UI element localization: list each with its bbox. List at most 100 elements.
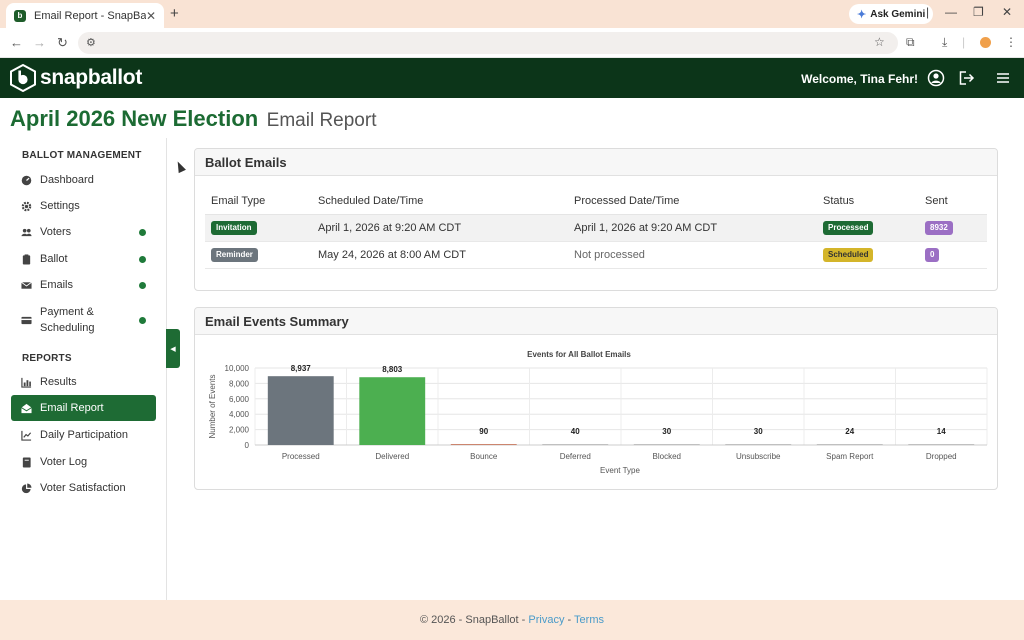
y-axis-label: Number of Events xyxy=(208,374,217,438)
new-tab-icon[interactable]: + xyxy=(170,5,179,22)
bar-bounce xyxy=(450,444,517,445)
close-tab-icon[interactable]: ✕ xyxy=(145,8,156,23)
privacy-link[interactable]: Privacy xyxy=(528,614,565,626)
bar-deferred xyxy=(542,444,609,445)
data-label: 8,803 xyxy=(382,365,403,374)
bookmark-star-icon[interactable]: ☆ xyxy=(874,35,885,49)
envelope-open-icon xyxy=(21,403,32,413)
profile-avatar-icon[interactable] xyxy=(980,37,991,48)
data-label: 14 xyxy=(937,427,946,436)
y-tick-label: 0 xyxy=(245,441,250,450)
sidebar: BALLOT MANAGEMENT Dashboard Settings Vot… xyxy=(0,138,167,600)
sidebar-item-email-report[interactable]: Email Report xyxy=(11,395,156,421)
sidebar-item-ballot[interactable]: Ballot xyxy=(11,249,156,269)
reload-icon[interactable]: ↻ xyxy=(57,35,68,50)
x-tick-label: Delivered xyxy=(375,452,409,461)
footer-separator: - xyxy=(567,614,572,626)
sidebar-item-voter-satisfaction[interactable]: Voter Satisfaction xyxy=(11,478,156,498)
line-chart-icon xyxy=(21,430,32,441)
caret-left-icon: ◀ xyxy=(170,345,176,353)
browser-address-bar: ← → ↻ ⚙ ☆ ⧉ ⤓ | ⋮ xyxy=(0,28,1024,58)
chart-title: Events for All Ballot Emails xyxy=(527,350,631,359)
minimize-window-icon[interactable]: — xyxy=(945,5,957,19)
download-icon[interactable]: ⤓ xyxy=(942,35,948,49)
ballot-emails-card: Ballot Emails Email Type Scheduled Date/… xyxy=(194,148,998,291)
ask-gemini-button[interactable]: ✦ Ask Gemini xyxy=(849,4,934,24)
window-separator-icon: | xyxy=(926,5,930,19)
ballot-status-dot xyxy=(139,255,146,263)
hamburger-menu-icon[interactable] xyxy=(994,69,1012,87)
sidebar-item-payment-scheduling[interactable]: Payment & Scheduling xyxy=(11,303,156,337)
footer: © 2026 - SnapBallot - Privacy - Terms xyxy=(0,600,1024,640)
y-tick-label: 8,000 xyxy=(229,379,250,388)
report-name: Email Report xyxy=(266,110,377,131)
sidebar-item-emails[interactable]: Emails xyxy=(11,275,156,295)
footer-copyright: © 2026 - SnapBallot - xyxy=(419,614,526,626)
x-tick-label: Blocked xyxy=(653,452,681,461)
sidebar-item-daily-participation[interactable]: Daily Participation xyxy=(11,425,156,445)
pie-chart-icon xyxy=(21,482,32,493)
bar-unsubscribe xyxy=(725,444,792,445)
column-header-status: Status xyxy=(817,189,919,215)
x-axis-label: Event Type xyxy=(600,466,640,475)
app-header: snapballot Welcome, Tina Fehr! xyxy=(0,58,1024,98)
page-title: April 2026 New Election Email Report xyxy=(10,106,376,132)
browser-tab[interactable]: b Email Report - SnapBallot ✕ xyxy=(6,3,164,28)
x-tick-label: Spam Report xyxy=(826,452,874,461)
sidebar-item-label: Payment & xyxy=(40,306,94,318)
sidebar-item-label: Settings xyxy=(40,200,80,212)
sidebar-item-dashboard[interactable]: Dashboard xyxy=(11,170,156,190)
restore-window-icon[interactable]: ❐ xyxy=(973,5,984,19)
sidebar-item-label: Email Report xyxy=(40,402,104,414)
extensions-icon[interactable]: ⧉ xyxy=(906,35,915,49)
column-header-scheduled: Scheduled Date/Time xyxy=(312,189,568,215)
processed-datetime: April 1, 2026 at 9:20 AM CDT xyxy=(568,214,817,242)
sent-count-badge: 0 xyxy=(925,247,940,262)
forward-arrow-icon[interactable]: → xyxy=(33,35,46,50)
sidebar-item-settings[interactable]: Settings xyxy=(11,196,156,216)
ask-gemini-label: Ask Gemini xyxy=(870,8,926,20)
bar-processed xyxy=(267,376,334,445)
email-type-badge: Reminder xyxy=(211,247,258,262)
table-row[interactable]: Reminder May 24, 2026 at 8:00 AM CDT Not… xyxy=(205,241,987,269)
book-icon xyxy=(22,456,31,468)
email-events-summary-title: Email Events Summary xyxy=(195,308,997,335)
sidebar-item-voter-log[interactable]: Voter Log xyxy=(11,452,156,472)
back-arrow-icon[interactable]: ← xyxy=(10,35,23,50)
dashboard-icon xyxy=(21,175,32,185)
table-row[interactable]: Invitation April 1, 2026 at 9:20 AM CDT … xyxy=(205,214,987,242)
sidebar-item-results[interactable]: Results xyxy=(11,372,156,392)
brand-name: snapballot xyxy=(40,66,143,89)
mouse-cursor-icon xyxy=(174,159,186,174)
terms-link[interactable]: Terms xyxy=(574,614,604,626)
x-tick-label: Unsubscribe xyxy=(736,452,781,461)
logout-icon[interactable] xyxy=(957,69,975,87)
user-profile-icon[interactable] xyxy=(927,69,945,87)
y-tick-label: 4,000 xyxy=(229,410,250,419)
gemini-sparkle-icon: ✦ xyxy=(857,8,867,21)
scheduled-datetime: April 1, 2026 at 9:20 AM CDT xyxy=(312,214,568,242)
x-tick-label: Deferred xyxy=(560,452,591,461)
y-tick-label: 10,000 xyxy=(225,364,250,373)
y-tick-label: 6,000 xyxy=(229,395,250,404)
browser-tab-title: Email Report - SnapBallot xyxy=(34,9,146,22)
status-badge: Scheduled xyxy=(823,247,874,262)
bar-chart-icon xyxy=(21,377,32,388)
sidebar-item-label: Emails xyxy=(40,279,74,291)
scheduled-datetime: May 24, 2026 at 8:00 AM CDT xyxy=(312,241,568,269)
site-settings-icon[interactable]: ⚙ xyxy=(86,37,96,49)
snapballot-logo[interactable]: snapballot xyxy=(10,64,142,92)
emails-status-dot xyxy=(139,281,146,289)
browser-menu-icon[interactable]: ⋮ xyxy=(1005,35,1017,49)
sidebar-item-label-wrap: Payment & Scheduling xyxy=(40,304,94,336)
snapballot-logo-icon xyxy=(10,64,36,92)
sidebar-item-label: Ballot xyxy=(40,253,68,265)
url-input[interactable]: ⚙ xyxy=(78,32,898,54)
sidebar-collapse-toggle[interactable]: ◀ xyxy=(166,329,180,368)
email-events-summary-card: Email Events Summary Events for All Ball… xyxy=(194,307,998,490)
voters-status-dot xyxy=(139,228,146,236)
sidebar-item-voters[interactable]: Voters xyxy=(11,222,156,242)
toolbar-separator-icon: | xyxy=(962,35,966,49)
browser-tab-bar: b Email Report - SnapBallot ✕ + ✦ Ask Ge… xyxy=(0,0,1024,28)
close-window-icon[interactable]: ✕ xyxy=(1002,5,1013,19)
